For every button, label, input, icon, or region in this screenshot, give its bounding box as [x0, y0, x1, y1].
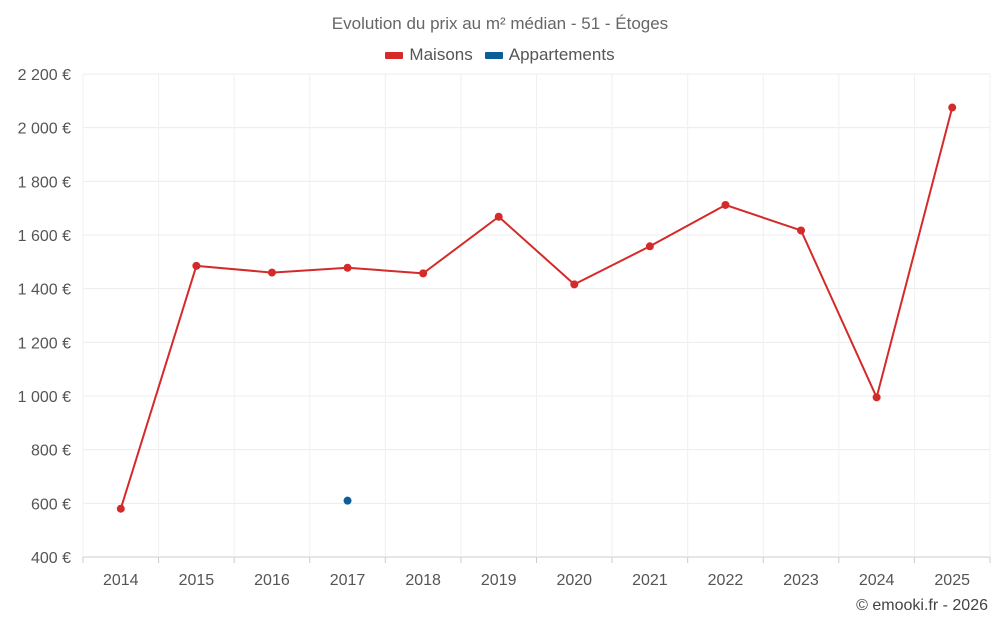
x-tick-label: 2021 [632, 572, 668, 589]
x-tick-label: 2019 [481, 572, 517, 589]
data-point-maisons [645, 242, 654, 251]
x-tick-label: 2022 [708, 572, 744, 589]
data-point-maisons [343, 263, 352, 272]
legend: Maisons Appartements [0, 45, 1000, 65]
chart-title: Evolution du prix au m² médian - 51 - Ét… [331, 14, 669, 33]
data-point-maisons [570, 280, 579, 289]
credit-text: © emooki.fr - 2026 [856, 597, 988, 614]
y-tick-label: 1 800 € [18, 174, 71, 191]
y-tick-label: 1 000 € [18, 389, 71, 406]
legend-item-appartements[interactable]: Appartements [484, 45, 615, 65]
x-tick-label: 2018 [405, 572, 441, 589]
series-line-maisons [119, 107, 954, 509]
y-tick-label: 600 € [31, 496, 71, 513]
legend-label-appartements: Appartements [508, 45, 615, 64]
x-tick-label: 2020 [556, 572, 592, 589]
legend-swatch-appartements [484, 51, 503, 59]
data-point-maisons [872, 393, 881, 402]
y-tick-label: 1 400 € [18, 282, 71, 299]
data-point-maisons [116, 504, 125, 513]
legend-item-maisons[interactable]: Maisons [385, 45, 473, 65]
x-tick-label: 2017 [330, 572, 366, 589]
x-tick-label: 2016 [254, 572, 290, 589]
data-point-maisons [419, 269, 428, 278]
data-point-maisons [267, 268, 276, 277]
y-tick-label: 1 200 € [18, 335, 71, 352]
y-tick-label: 2 200 € [18, 67, 71, 84]
data-point-maisons [494, 212, 503, 221]
x-tick-label: 2015 [179, 572, 215, 589]
data-point-appartements [343, 496, 352, 505]
y-tick-label: 2 000 € [18, 121, 71, 138]
x-tick-label: 2023 [783, 572, 819, 589]
data-point-maisons [721, 200, 730, 209]
legend-label-maisons: Maisons [409, 45, 473, 64]
data-point-maisons [797, 226, 806, 235]
x-tick-label: 2025 [934, 572, 970, 589]
legend-swatch-maisons [385, 51, 404, 59]
y-tick-label: 800 € [31, 443, 71, 460]
x-tick-label: 2014 [103, 572, 139, 589]
y-tick-label: 400 € [31, 550, 71, 567]
data-point-maisons [192, 261, 201, 270]
y-tick-label: 1 600 € [18, 228, 71, 245]
data-point-maisons [948, 103, 957, 112]
x-tick-label: 2024 [859, 572, 895, 589]
